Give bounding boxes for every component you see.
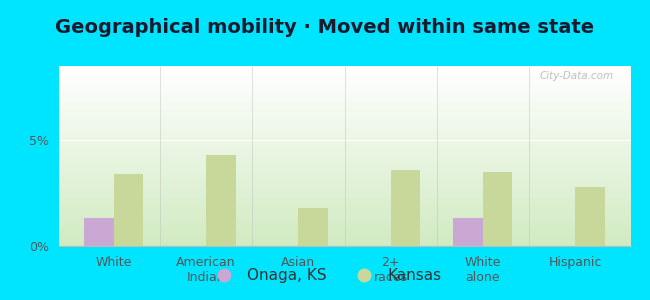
Bar (391, 170, 420, 246)
Text: Geographical mobility · Moved within same state: Geographical mobility · Moved within sam… (55, 18, 595, 37)
Text: City-Data.com: City-Data.com (540, 71, 614, 81)
Legend: Onaga, KS, Kansas: Onaga, KS, Kansas (202, 262, 448, 290)
Bar (575, 187, 604, 246)
Bar (206, 155, 236, 246)
Bar (298, 208, 328, 246)
Bar (114, 174, 144, 246)
Bar (453, 218, 483, 246)
Bar (84, 218, 114, 246)
Bar (483, 172, 512, 246)
